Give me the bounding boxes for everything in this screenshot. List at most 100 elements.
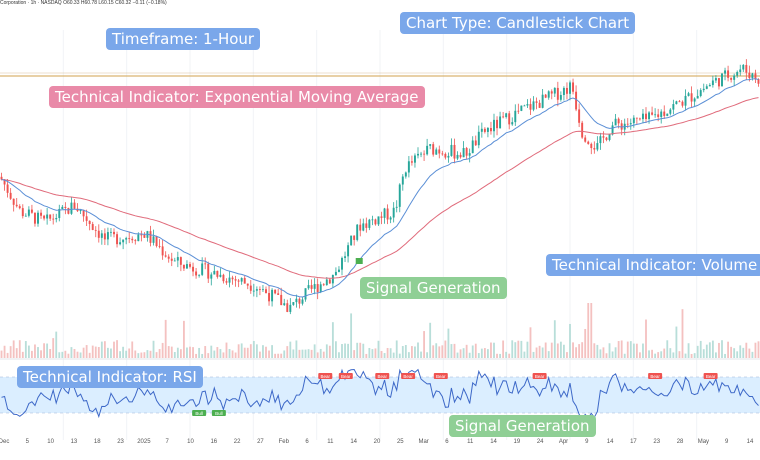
volume-bar	[508, 353, 511, 358]
symbol-label: Corporation · 1h · NASDAQ	[0, 0, 62, 6]
volume-bar	[401, 346, 404, 358]
volume-bar	[563, 344, 565, 358]
volume-bar	[307, 349, 310, 358]
candle-body	[6, 184, 9, 193]
volume-bar	[499, 353, 501, 358]
volume-bar	[94, 346, 97, 358]
candle-body	[605, 137, 608, 140]
candle-body	[219, 274, 222, 277]
volume-bar	[313, 344, 316, 358]
candle-body	[502, 116, 505, 118]
candle-body	[237, 280, 240, 282]
candle-body	[252, 290, 255, 292]
volume-bar	[705, 344, 708, 358]
candle-body	[432, 144, 435, 155]
volume-bar	[690, 353, 693, 358]
volume-bar	[219, 349, 222, 358]
candle-body	[541, 94, 544, 108]
volume-bar	[27, 345, 30, 358]
volume-bar	[553, 320, 556, 358]
candle-body	[365, 223, 368, 228]
candle-body	[18, 206, 21, 209]
candle-body	[210, 274, 213, 279]
candle-body	[134, 240, 137, 242]
volume-bar	[204, 346, 207, 358]
rsi-signal-label: Bear	[403, 374, 413, 379]
volume-bar	[490, 342, 492, 358]
candle-body	[663, 111, 666, 116]
volume-bar	[471, 345, 474, 358]
candle-body	[714, 78, 717, 81]
volume-bar	[669, 348, 672, 358]
volume-bar	[407, 352, 410, 358]
candle-body	[97, 230, 100, 238]
volume-bar	[347, 343, 349, 358]
candle-body	[441, 153, 444, 155]
x-tick-label: Dec	[0, 439, 9, 445]
candle-body	[216, 270, 219, 277]
candle-body	[708, 85, 711, 87]
rsi-signal-label: Bear	[341, 374, 351, 379]
volume-bar	[365, 353, 368, 358]
volume-bar	[465, 344, 468, 358]
candle-body	[46, 214, 49, 219]
candle-body	[268, 293, 271, 302]
candle-body	[301, 299, 304, 304]
candle-body	[641, 113, 644, 120]
volume-bar	[657, 352, 660, 358]
candle-body	[553, 87, 556, 94]
volume-bar	[356, 342, 359, 358]
candle-body	[748, 72, 751, 78]
candle-body	[526, 104, 529, 106]
volume-bar	[480, 348, 483, 358]
x-tick-label: May	[698, 439, 709, 445]
candle-body	[520, 105, 523, 111]
candle-body	[337, 269, 340, 272]
x-tick-label: 19	[514, 439, 521, 445]
volume-bar	[721, 340, 723, 358]
candle-body	[137, 234, 140, 242]
rsi-signal-tag	[648, 373, 663, 379]
rsi-annotation: Technical Indicator: RSI	[17, 366, 203, 388]
candle-body	[292, 302, 295, 305]
candle-body	[128, 238, 131, 239]
candle-body	[240, 278, 243, 282]
ema-slow-line	[1, 97, 759, 279]
candle-body	[246, 283, 249, 286]
candle-body	[356, 224, 359, 240]
candle-body	[727, 70, 730, 78]
volume-bar	[292, 349, 295, 358]
candle-body	[486, 128, 489, 132]
candle-body	[85, 216, 88, 221]
volume-bar	[210, 345, 213, 358]
candle-body	[179, 257, 182, 265]
volume-bar	[15, 348, 18, 358]
candle-body	[70, 202, 73, 214]
volume-bar	[328, 345, 331, 358]
x-tick-label: 23	[117, 439, 124, 445]
volume-bar	[487, 349, 489, 358]
volume-bar	[249, 344, 252, 358]
volume-bar	[322, 351, 325, 358]
candle-body	[195, 271, 198, 276]
candle-body	[629, 123, 632, 125]
volume-bar	[283, 350, 286, 358]
volume-bar	[240, 343, 243, 358]
volume-bar	[377, 340, 380, 358]
volume-bar	[119, 351, 121, 358]
volume-bar	[286, 346, 289, 358]
candle-body	[532, 101, 535, 110]
rsi-signal-tag	[375, 373, 390, 379]
volume-bar	[715, 352, 717, 358]
volume-bar	[398, 353, 401, 358]
candle-body	[198, 274, 201, 276]
candle-body	[192, 266, 195, 272]
candle-body	[413, 155, 416, 163]
volume-bar	[9, 346, 12, 358]
volume-bar	[88, 352, 91, 358]
candle-body	[538, 102, 541, 108]
candle-body	[55, 217, 58, 220]
candle-body	[471, 140, 474, 154]
candle-body	[611, 125, 614, 135]
